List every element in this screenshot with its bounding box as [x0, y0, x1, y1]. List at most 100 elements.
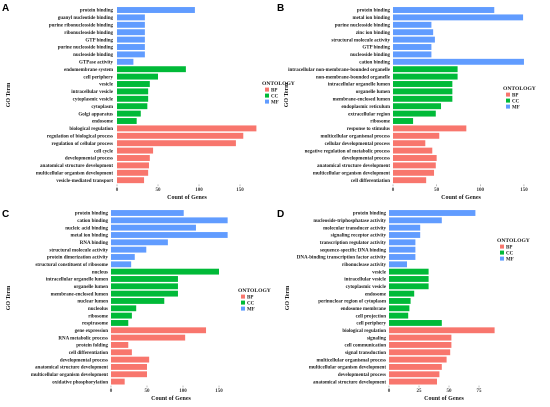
bar [389, 232, 421, 238]
bar [111, 320, 129, 326]
term-label: multicellular organism development [36, 172, 113, 177]
x-axis-title: Count of Genes [441, 195, 481, 201]
legend-key [500, 250, 504, 255]
bar [111, 210, 184, 216]
term-label: protein folding [76, 344, 108, 349]
term-label: membrane-enclosed lumen [51, 292, 109, 297]
bar [389, 378, 437, 385]
bar [111, 283, 178, 290]
bar [389, 312, 409, 319]
bar [393, 155, 437, 161]
term-label: developmental process [342, 157, 390, 162]
bar [111, 276, 178, 282]
x-tick-label: 100 [477, 188, 485, 193]
term-label: protein binding [357, 9, 391, 14]
panel-label: A [2, 3, 9, 14]
term-label: nucleoside binding [350, 53, 390, 58]
bar [389, 283, 429, 290]
legend-label: MF [247, 307, 255, 312]
term-label: organelle lumen [74, 285, 109, 290]
x-tick-label: 75 [477, 389, 483, 394]
legend-label: CC [512, 99, 520, 104]
panel-label: D [277, 209, 284, 220]
x-tick-label: 100 [179, 389, 187, 394]
y-axis-title: GO Term [6, 286, 12, 311]
term-label: GTP binding [85, 38, 113, 43]
term-label: gene expression [75, 329, 109, 334]
term-label: intracellular organelle lumen [46, 278, 108, 283]
bar [393, 58, 524, 65]
bar [117, 66, 186, 73]
term-label: cell differentiation [351, 179, 390, 184]
bar [389, 224, 421, 231]
legend-label: MF [512, 105, 520, 110]
legend-key [506, 104, 510, 109]
term-label: ribonucleoside binding [64, 31, 113, 36]
term-label: cytoplasm [91, 105, 114, 110]
x-tick-label: 0 [388, 389, 391, 394]
legend-label: BP [512, 93, 518, 98]
bar [393, 51, 432, 58]
term-label: signal transduction [345, 351, 386, 356]
x-tick-label: 25 [417, 389, 423, 394]
bar [389, 305, 410, 312]
bar [389, 364, 442, 370]
term-label: cell cycle [94, 149, 114, 154]
bar [117, 169, 149, 176]
term-label: negative regulation of metabolic process [305, 149, 390, 154]
legend-label: CC [247, 301, 255, 306]
bar [111, 378, 125, 385]
bar [389, 239, 416, 246]
bar [389, 371, 440, 378]
legend-title: ONTOLOGY [262, 81, 295, 87]
legend-label: BP [271, 88, 277, 93]
term-label: oxidative phosphorylation [52, 380, 108, 385]
term-label: protein binding [75, 212, 109, 217]
term-label: structural molecule activity [49, 248, 108, 253]
term-label: ribosome [370, 120, 391, 125]
term-label: vesicle-mediated transport [56, 179, 113, 184]
term-label: signaling receptor activity [331, 234, 387, 239]
term-label: structural molecule activity [331, 38, 390, 43]
legend-key [241, 294, 245, 299]
term-label: protein binding [353, 212, 387, 217]
legend-label: CC [271, 94, 279, 99]
bar [393, 95, 453, 102]
bar [389, 298, 411, 304]
term-label: nuclear lumen [77, 300, 108, 305]
bar [393, 88, 453, 95]
bar [111, 290, 178, 297]
x-tick-label: 50 [145, 389, 151, 394]
term-label: developmental process [65, 157, 113, 162]
term-label: membrane-enclosed lumen [333, 98, 391, 103]
term-label: cell differentiation [69, 351, 108, 356]
term-label: organelle lumen [356, 90, 391, 95]
term-label: nucleolus [88, 307, 108, 312]
bar [117, 177, 145, 184]
x-tick-label: 150 [520, 188, 528, 193]
panel-label: C [2, 209, 9, 220]
term-label: sequence-specific DNA binding [320, 248, 387, 253]
term-label: signaling [367, 336, 387, 341]
x-tick-label: 0 [110, 389, 113, 394]
term-label: nucleoside binding [73, 53, 113, 58]
bar [389, 276, 429, 282]
legend-label: BP [247, 295, 253, 300]
bar [111, 349, 132, 356]
bar [117, 36, 145, 43]
term-label: transcription regulator activity [320, 241, 387, 246]
term-label: biological regulation [69, 127, 113, 132]
bar [117, 103, 148, 110]
bar [117, 162, 149, 169]
bar [393, 140, 426, 147]
bar [117, 73, 158, 80]
term-label: purine nucleoside binding [335, 24, 391, 29]
bar [393, 125, 467, 132]
term-label: cellular developmental process [325, 142, 390, 147]
term-label: multicellular organism development [31, 373, 108, 378]
term-label: anatomical structure development [313, 380, 386, 385]
term-label: response to stimulus [347, 127, 390, 132]
